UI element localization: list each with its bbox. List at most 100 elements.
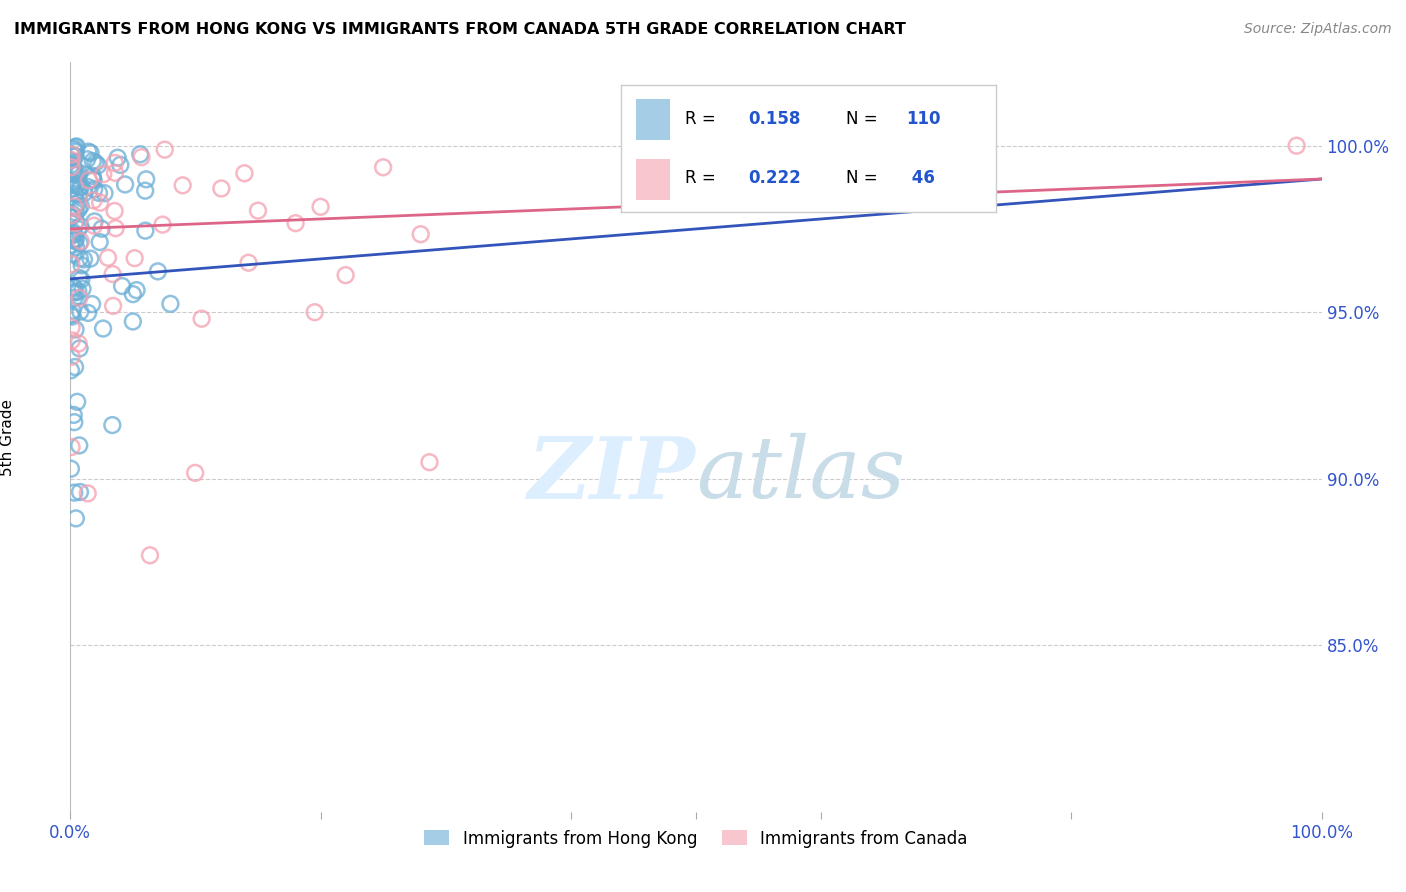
Point xyxy=(63,150,86,164)
Point xyxy=(60,160,83,174)
Point xyxy=(63,216,86,230)
Point xyxy=(89,235,111,249)
Point xyxy=(159,297,181,311)
Point xyxy=(69,234,91,248)
Point xyxy=(63,167,86,181)
Point xyxy=(309,200,332,214)
Point xyxy=(59,162,82,177)
Point xyxy=(69,485,91,500)
Point xyxy=(63,485,86,500)
Point xyxy=(69,252,91,266)
Point xyxy=(59,211,82,225)
Point xyxy=(65,167,87,181)
Point xyxy=(65,511,87,525)
Point xyxy=(70,179,93,194)
Point xyxy=(65,205,87,219)
Point xyxy=(70,258,93,272)
Point xyxy=(62,233,84,247)
Point xyxy=(65,145,87,159)
Point xyxy=(371,161,394,175)
Point xyxy=(69,236,91,251)
Point xyxy=(82,169,104,183)
Point xyxy=(84,155,107,169)
Point xyxy=(63,186,86,201)
Point xyxy=(59,237,82,252)
Point xyxy=(65,214,87,228)
Point xyxy=(59,363,82,377)
Point xyxy=(83,194,105,208)
Point xyxy=(65,322,87,336)
Point xyxy=(60,147,83,161)
Point xyxy=(66,196,89,211)
Point xyxy=(60,350,83,364)
Point xyxy=(80,297,103,311)
Point xyxy=(62,225,84,239)
Point xyxy=(284,216,307,230)
Point xyxy=(65,285,87,300)
Point xyxy=(107,151,129,165)
Point xyxy=(67,285,90,299)
Point xyxy=(152,218,174,232)
Point xyxy=(209,181,232,195)
Point xyxy=(67,438,90,452)
Point xyxy=(233,166,256,180)
Point xyxy=(65,140,87,154)
Point xyxy=(63,415,86,429)
Point xyxy=(134,224,156,238)
Point xyxy=(63,234,86,248)
Point xyxy=(77,306,100,320)
Point xyxy=(72,282,94,296)
Point xyxy=(101,267,124,281)
Point xyxy=(63,291,86,305)
Point xyxy=(60,178,83,192)
Point xyxy=(67,271,90,285)
Point xyxy=(146,264,169,278)
Point xyxy=(83,214,105,228)
Point xyxy=(304,305,326,319)
Point xyxy=(90,221,112,235)
Point xyxy=(69,199,91,213)
Point xyxy=(76,153,98,167)
Point xyxy=(110,158,132,172)
Point xyxy=(60,440,83,454)
Point xyxy=(104,221,127,235)
Point xyxy=(97,251,120,265)
Point xyxy=(73,186,96,200)
Point xyxy=(62,165,84,179)
Point xyxy=(67,291,90,305)
Point xyxy=(114,178,136,192)
Point xyxy=(124,251,146,265)
Point xyxy=(409,227,432,242)
Point xyxy=(121,314,143,328)
Point xyxy=(62,247,84,261)
Point xyxy=(63,149,86,163)
Point xyxy=(83,219,105,233)
Point xyxy=(89,195,111,210)
Point xyxy=(60,175,83,189)
Text: Source: ZipAtlas.com: Source: ZipAtlas.com xyxy=(1244,22,1392,37)
Point xyxy=(172,178,194,193)
Point xyxy=(62,207,84,221)
Point xyxy=(62,303,84,318)
Point xyxy=(135,172,157,186)
Point xyxy=(59,147,82,161)
Point xyxy=(60,308,83,322)
Point xyxy=(66,177,89,191)
Point xyxy=(77,173,100,187)
Point xyxy=(131,150,153,164)
Point xyxy=(67,222,90,236)
Point xyxy=(60,182,83,196)
Y-axis label: 5th Grade: 5th Grade xyxy=(0,399,14,475)
Point xyxy=(60,257,83,271)
Point xyxy=(69,342,91,356)
Point xyxy=(63,199,86,213)
Point xyxy=(60,334,83,348)
Point xyxy=(62,408,84,422)
Point xyxy=(77,145,100,159)
Point xyxy=(76,486,98,500)
Point xyxy=(238,256,260,270)
Point xyxy=(82,172,104,186)
Point xyxy=(184,466,207,480)
Point xyxy=(335,268,357,282)
Point xyxy=(66,178,89,193)
